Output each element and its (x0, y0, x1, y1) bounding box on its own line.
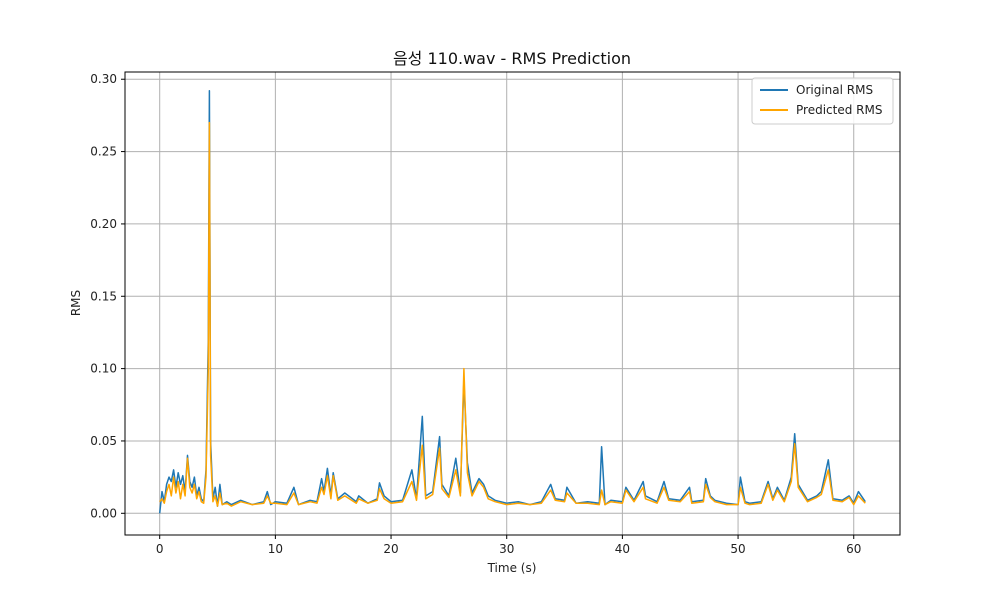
chart-title: 음성 110.wav - RMS Prediction (393, 49, 631, 68)
legend: Original RMS Predicted RMS (751, 77, 894, 125)
series-line-predicted-rms (159, 121, 866, 507)
legend-label-predicted: Predicted RMS (796, 103, 882, 117)
y-axis-label: RMS (69, 290, 83, 316)
y-tick-label: 0.25 (90, 145, 117, 159)
y-tick-label: 0.30 (90, 72, 117, 86)
y-tick-label: 0.10 (90, 362, 117, 376)
x-tick-label: 40 (615, 542, 630, 556)
legend-label-original: Original RMS (796, 83, 873, 97)
y-axis: 0.00 0.05 0.10 0.15 0.20 0.25 0.30 (90, 72, 125, 520)
x-tick-label: 0 (156, 542, 164, 556)
x-tick-label: 50 (730, 542, 745, 556)
y-tick-label: 0.20 (90, 217, 117, 231)
y-tick-label: 0.15 (90, 289, 117, 303)
x-axis: 0 10 20 30 40 50 60 (156, 535, 861, 556)
x-tick-label: 10 (268, 542, 283, 556)
plot-area-frame (124, 71, 901, 536)
y-tick-label: 0.00 (90, 506, 117, 520)
x-tick-label: 30 (499, 542, 514, 556)
x-tick-label: 60 (846, 542, 861, 556)
x-axis-label: Time (s) (487, 561, 537, 575)
x-tick-label: 20 (383, 542, 398, 556)
grid (125, 72, 900, 535)
y-tick-label: 0.05 (90, 434, 117, 448)
series-layer (158, 90, 866, 514)
